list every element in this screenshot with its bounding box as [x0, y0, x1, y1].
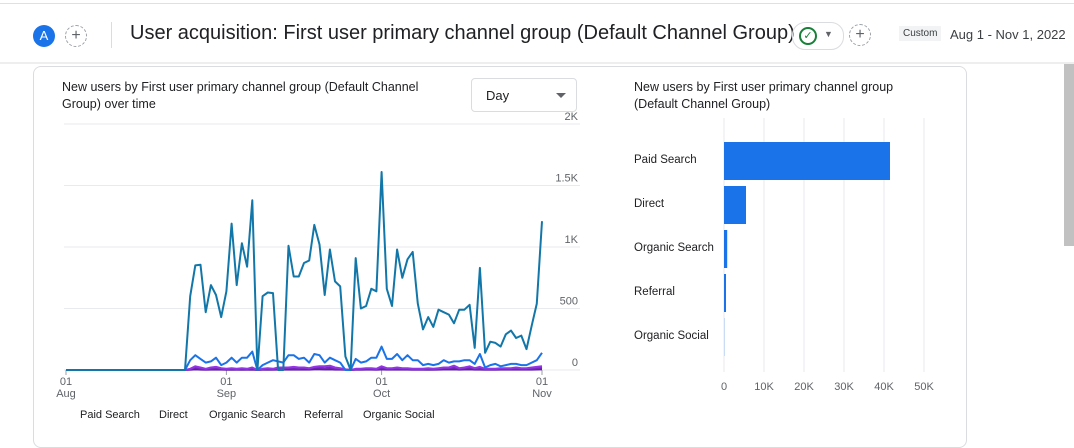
- x-tick-label: 40K: [874, 381, 894, 393]
- x-tick-label: 0: [721, 381, 727, 393]
- legend-organic-search[interactable]: Organic Search: [209, 409, 285, 421]
- bar-category-label: Direct: [634, 198, 664, 210]
- x-tick-label: 30K: [834, 381, 854, 393]
- bar-category-label: Paid Search: [634, 154, 697, 166]
- bar-referral: [724, 274, 726, 312]
- bar-organic-search: [724, 230, 727, 268]
- bar-direct: [724, 186, 746, 224]
- bar-category-label: Organic Search: [634, 242, 714, 254]
- bar-category-label: Referral: [634, 286, 675, 298]
- x-tick-label: 20K: [794, 381, 814, 393]
- x-tick-month: Nov: [532, 388, 552, 400]
- legend-referral[interactable]: Referral: [304, 409, 343, 421]
- x-tick-day: 01: [60, 376, 72, 388]
- bar-category-label: Organic Social: [634, 330, 709, 342]
- y-tick-label: 0: [572, 357, 578, 369]
- x-tick-month: Aug: [56, 388, 76, 400]
- x-tick-label: 10K: [754, 381, 774, 393]
- y-tick-label: 1K: [565, 234, 579, 246]
- x-tick-month: Oct: [373, 388, 390, 400]
- y-tick-label: 1.5K: [555, 173, 578, 185]
- x-tick-month: Sep: [217, 388, 237, 400]
- x-tick-day: 01: [220, 376, 232, 388]
- y-tick-label: 500: [560, 296, 578, 308]
- y-tick-label: 2K: [565, 111, 579, 123]
- x-tick-day: 01: [375, 376, 387, 388]
- legend-direct[interactable]: Direct: [159, 409, 188, 421]
- legend-paid-search[interactable]: Paid Search: [80, 409, 140, 421]
- bar-paid-search: [724, 142, 890, 180]
- legend-organic-social[interactable]: Organic Social: [363, 409, 435, 421]
- series-line-paid-search: [66, 172, 542, 370]
- x-tick-day: 01: [536, 376, 548, 388]
- x-tick-label: 50K: [914, 381, 934, 393]
